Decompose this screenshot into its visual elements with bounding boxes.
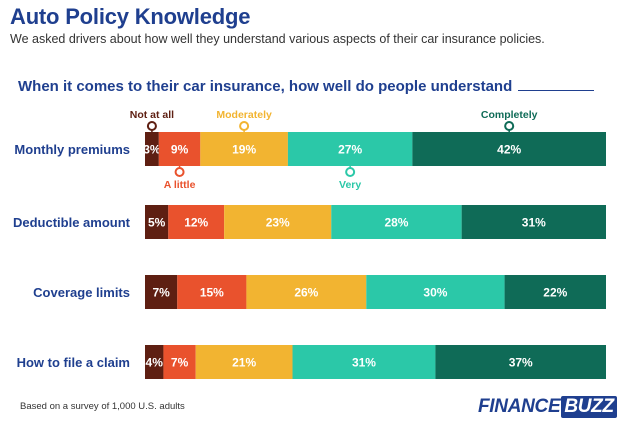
bar-how-to-file-a-claim-completely bbox=[435, 345, 606, 379]
bar-coverage-limits-moderately bbox=[246, 275, 367, 309]
bar-monthly-premiums-completely bbox=[412, 132, 606, 166]
data-label-deductible-amount-not-at-all: 5% bbox=[148, 216, 166, 230]
bar-monthly-premiums-very bbox=[287, 132, 413, 166]
data-label-how-to-file-a-claim-moderately: 21% bbox=[232, 356, 256, 370]
blank-line bbox=[518, 90, 595, 91]
data-label-how-to-file-a-claim-very: 31% bbox=[352, 356, 376, 370]
category-label-deductible-amount: Deductible amount bbox=[13, 215, 131, 230]
data-label-coverage-limits-a-little: 15% bbox=[200, 286, 224, 300]
legend-marker-very bbox=[345, 167, 356, 177]
logo-text-buzz: BUZZ bbox=[561, 396, 617, 418]
logo-text-finance: FINANCE bbox=[478, 396, 561, 417]
data-label-monthly-premiums-not-at-all: 3% bbox=[143, 143, 161, 157]
category-label-how-to-file-a-claim: How to file a claim bbox=[17, 355, 130, 370]
category-label-monthly-premiums: Monthly premiums bbox=[14, 142, 130, 157]
bar-deductible-amount-very bbox=[331, 205, 462, 239]
data-label-monthly-premiums-moderately: 19% bbox=[232, 143, 256, 157]
legend-label-not-at-all: Not at all bbox=[130, 109, 174, 121]
data-label-coverage-limits-very: 30% bbox=[423, 286, 447, 300]
data-label-coverage-limits-moderately: 26% bbox=[294, 286, 318, 300]
data-label-deductible-amount-a-little: 12% bbox=[184, 216, 208, 230]
data-label-monthly-premiums-completely: 42% bbox=[497, 143, 521, 157]
bar-deductible-amount-completely bbox=[461, 205, 606, 239]
bar-how-to-file-a-claim-moderately bbox=[195, 345, 293, 379]
data-label-deductible-amount-moderately: 23% bbox=[266, 216, 290, 230]
bar-deductible-amount-not-at-all bbox=[145, 205, 169, 239]
legend-marker-moderately bbox=[239, 121, 250, 131]
survey-footnote: Based on a survey of 1,000 U.S. adults bbox=[20, 401, 185, 412]
bar-monthly-premiums-not-at-all bbox=[145, 132, 159, 166]
legend-marker-not-at-all bbox=[146, 121, 157, 131]
data-label-how-to-file-a-claim-a-little: 7% bbox=[171, 356, 189, 370]
legend-label-very: Very bbox=[339, 179, 361, 191]
data-label-deductible-amount-very: 28% bbox=[384, 216, 408, 230]
category-label-coverage-limits: Coverage limits bbox=[33, 285, 130, 300]
bar-deductible-amount-a-little bbox=[168, 205, 225, 239]
data-label-coverage-limits-not-at-all: 7% bbox=[152, 286, 170, 300]
page-title: Auto Policy Knowledge bbox=[10, 4, 251, 29]
bar-how-to-file-a-claim-very bbox=[292, 345, 436, 379]
survey-question-text: When it comes to their car insurance, ho… bbox=[18, 78, 513, 95]
bar-monthly-premiums-moderately bbox=[200, 132, 288, 166]
bar-deductible-amount-moderately bbox=[224, 205, 332, 239]
page-subtitle: We asked drivers about how well they und… bbox=[10, 32, 545, 46]
bar-coverage-limits-a-little bbox=[177, 275, 247, 309]
legend-marker-completely bbox=[504, 121, 515, 131]
bar-how-to-file-a-claim-not-at-all bbox=[145, 345, 164, 379]
bar-coverage-limits-not-at-all bbox=[145, 275, 178, 309]
bar-monthly-premiums-a-little bbox=[158, 132, 201, 166]
data-label-how-to-file-a-claim-completely: 37% bbox=[509, 356, 533, 370]
bar-how-to-file-a-claim-a-little bbox=[163, 345, 196, 379]
bar-coverage-limits-completely bbox=[504, 275, 606, 309]
data-label-monthly-premiums-very: 27% bbox=[338, 143, 362, 157]
data-label-coverage-limits-completely: 22% bbox=[543, 286, 567, 300]
data-label-deductible-amount-completely: 31% bbox=[522, 216, 546, 230]
financebuzz-logo: FINANCE BUZZ bbox=[478, 396, 617, 418]
legend-label-moderately: Moderately bbox=[216, 109, 272, 121]
legend-marker-a-little bbox=[174, 167, 185, 177]
data-label-monthly-premiums-a-little: 9% bbox=[171, 143, 189, 157]
legend-label-completely: Completely bbox=[481, 109, 538, 121]
data-label-how-to-file-a-claim-not-at-all: 4% bbox=[146, 356, 164, 370]
bar-coverage-limits-very bbox=[366, 275, 505, 309]
survey-question: When it comes to their car insurance, ho… bbox=[18, 78, 595, 95]
legend-label-a-little: A little bbox=[164, 179, 196, 191]
